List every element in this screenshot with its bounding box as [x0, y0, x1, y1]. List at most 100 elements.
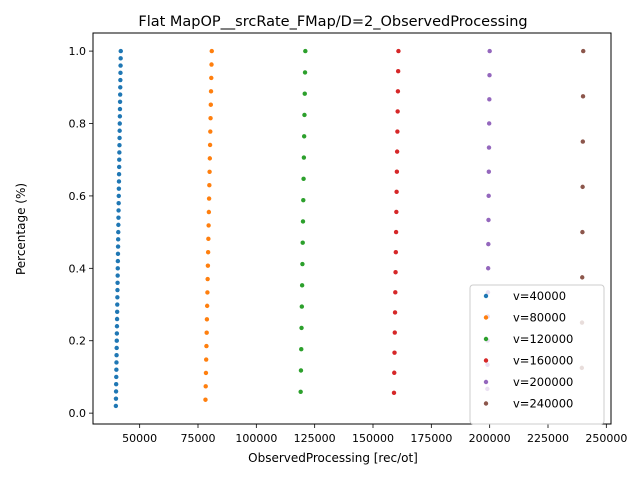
data-point [118, 63, 123, 68]
data-point [486, 145, 492, 150]
x-tick-label: 50000 [122, 432, 157, 445]
data-point [393, 290, 398, 295]
data-point [298, 368, 304, 373]
data-point [300, 261, 305, 267]
data-point [117, 114, 123, 119]
data-point [207, 142, 213, 148]
y-tick-label: 1.0 [69, 45, 87, 58]
data-point [486, 241, 491, 247]
data-point [114, 360, 119, 365]
data-point [486, 169, 492, 174]
x-tick-label: 225000 [527, 432, 569, 445]
data-point [581, 48, 586, 54]
series-v=80000 [203, 48, 214, 402]
data-point [117, 150, 122, 155]
data-point [486, 121, 492, 126]
data-point [580, 139, 586, 144]
legend-label: v=40000 [513, 289, 566, 303]
data-point [208, 129, 213, 134]
data-point [395, 109, 400, 114]
data-point [114, 324, 120, 329]
y-tick-label: 0.0 [69, 407, 87, 420]
data-point [116, 164, 122, 170]
legend-label: v=80000 [513, 311, 566, 325]
data-point [204, 330, 209, 335]
data-point [116, 179, 122, 184]
data-point [115, 258, 121, 264]
legend-marker [483, 358, 489, 363]
data-point [117, 92, 123, 97]
data-point [207, 182, 212, 188]
data-point [118, 48, 123, 54]
data-point [396, 48, 401, 54]
data-point [117, 128, 122, 133]
data-point [114, 353, 119, 358]
data-point [117, 157, 122, 162]
data-point [299, 325, 304, 331]
x-tick-label: 175000 [410, 432, 452, 445]
data-point [114, 367, 119, 372]
x-tick-label: 200000 [469, 432, 511, 445]
data-point [114, 338, 119, 343]
data-point [115, 295, 120, 300]
legend-marker [483, 379, 489, 385]
data-point [115, 237, 121, 242]
data-point [299, 283, 305, 288]
data-point [209, 75, 214, 81]
data-point [487, 73, 492, 78]
data-point [118, 70, 123, 76]
data-point [117, 99, 123, 104]
data-point [392, 370, 397, 375]
data-point [113, 381, 119, 387]
data-point [392, 350, 397, 355]
data-point [206, 209, 212, 215]
legend-label: v=120000 [513, 332, 573, 346]
data-point [118, 56, 123, 61]
data-point [116, 208, 121, 213]
data-point [205, 250, 211, 255]
data-point [209, 62, 214, 67]
data-point [116, 193, 121, 199]
data-point [299, 346, 304, 352]
data-point [203, 357, 209, 362]
legend: v=40000 v=80000 v=120000 v=160000 v=200000 v=… [469, 284, 605, 425]
data-point [395, 69, 401, 74]
x-axis: 50000 75000 100000 125000 150000 175000 200000… [122, 424, 627, 445]
data-point [485, 266, 491, 271]
data-point [299, 304, 305, 309]
data-point [116, 229, 121, 235]
data-point [580, 275, 585, 280]
data-point [203, 384, 208, 389]
plot-frame [92, 32, 612, 425]
data-point [114, 331, 120, 336]
legend-marker [483, 315, 489, 320]
data-point [394, 189, 399, 195]
data-point [394, 209, 399, 215]
data-point [113, 389, 119, 394]
y-axis-label: Percentage (%) [14, 183, 28, 275]
data-point [115, 266, 120, 271]
data-point [114, 316, 120, 322]
legend-label: v=240000 [513, 397, 573, 411]
data-point [487, 97, 492, 102]
data-point [204, 317, 210, 322]
data-point [580, 229, 585, 235]
data-point [301, 176, 306, 182]
data-point [116, 215, 121, 220]
data-point [395, 129, 400, 134]
data-point [392, 310, 398, 315]
data-point [205, 263, 211, 268]
y-tick-label: 0.6 [69, 190, 87, 203]
legend-label: v=200000 [513, 375, 573, 389]
legend-marker [483, 401, 489, 406]
data-point [302, 70, 308, 75]
data-point [117, 135, 122, 141]
y-axis: 0.0 0.2 0.4 0.6 0.8 1.0 [69, 45, 93, 420]
series-v=160000 [391, 48, 401, 396]
data-point [208, 102, 213, 107]
data-point [206, 223, 211, 228]
data-point [208, 89, 214, 94]
data-point [115, 251, 121, 257]
x-axis-label: ObservedProcessing [rec/ot] [248, 451, 418, 465]
data-point [117, 106, 123, 112]
